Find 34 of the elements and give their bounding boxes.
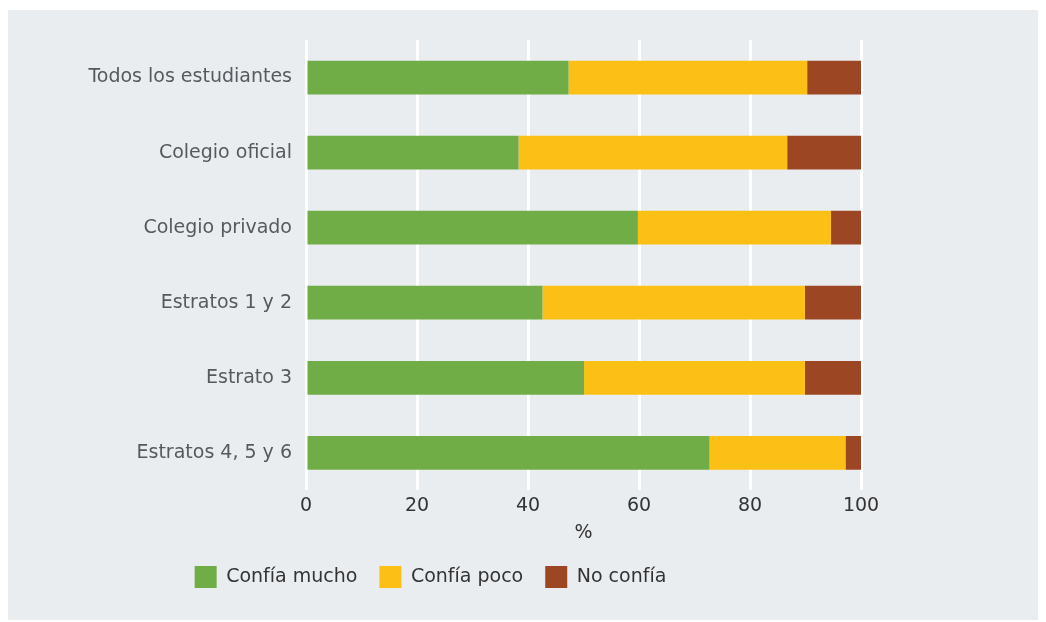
bar bbox=[307, 210, 638, 245]
x-tick-label: 80 bbox=[737, 492, 763, 515]
bar bbox=[804, 360, 861, 395]
x-tick-label: 20 bbox=[404, 492, 430, 515]
bar bbox=[307, 435, 710, 470]
y-tick-label: Estrato 3 bbox=[205, 364, 292, 387]
y-tick-label: Todos los estudiantes bbox=[87, 64, 292, 87]
bar bbox=[307, 135, 519, 170]
legend-label: No confía bbox=[576, 563, 667, 586]
x-axis-title: % bbox=[574, 519, 593, 542]
legend-label: Confía mucho bbox=[226, 563, 358, 586]
x-tick-label: 40 bbox=[515, 492, 541, 515]
y-tick-label: Colegio privado bbox=[143, 214, 292, 237]
bar bbox=[542, 285, 805, 320]
y-tick-label: Estratos 1 y 2 bbox=[160, 289, 292, 312]
x-tick-label: 0 bbox=[299, 492, 313, 515]
bar bbox=[307, 360, 585, 395]
bar bbox=[637, 210, 832, 245]
bar bbox=[518, 135, 788, 170]
bar bbox=[709, 435, 846, 470]
x-tick-label: 60 bbox=[626, 492, 652, 515]
y-tick-label: Estratos 4, 5 y 6 bbox=[136, 439, 292, 462]
bar bbox=[307, 285, 543, 320]
legend-label: Confía poco bbox=[410, 563, 524, 586]
bar bbox=[831, 210, 861, 245]
y-tick-label: Colegio oficial bbox=[158, 139, 292, 162]
bar bbox=[787, 135, 861, 170]
bar bbox=[568, 60, 808, 95]
x-tick-label: 100 bbox=[842, 492, 880, 515]
bar bbox=[584, 360, 805, 395]
bar bbox=[807, 60, 861, 95]
bar bbox=[845, 435, 861, 470]
bar bbox=[307, 60, 569, 95]
bar bbox=[804, 285, 861, 320]
